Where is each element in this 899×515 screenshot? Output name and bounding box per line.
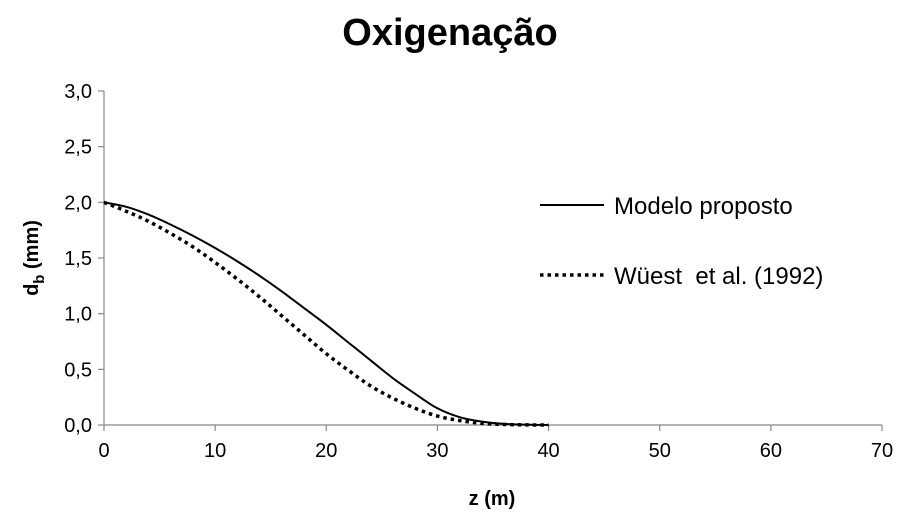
x-tick-label: 30 [426, 440, 448, 462]
series-line-modelo-proposto [103, 201, 549, 426]
y-axis-label: db (mm) [21, 220, 48, 296]
legend-entry-modelo-proposto: Modelo proposto [540, 193, 793, 220]
legend-label-wuest: Wüest et al. (1992) [614, 263, 823, 290]
chart-title: Oxigenação [342, 12, 557, 54]
legend-entry-wuest: Wüest et al. (1992) [540, 263, 823, 290]
y-axis-label-unit: (mm) [21, 220, 43, 274]
y-axis-label-main: d [21, 284, 43, 296]
x-tick-label: 40 [537, 440, 559, 462]
y-axis-label-subscript: b [31, 275, 48, 284]
x-axis-label: z (m) [469, 488, 516, 510]
x-tick-label: 60 [760, 440, 782, 462]
x-tick-label: 20 [315, 440, 337, 462]
x-tick-label: 10 [204, 440, 226, 462]
y-tick-label: 3,0 [64, 81, 92, 103]
x-tick-label: 50 [649, 440, 671, 462]
y-tick-label: 2,0 [64, 192, 92, 214]
x-tick-label: 70 [871, 440, 893, 462]
y-tick-label: 0,0 [64, 415, 92, 437]
axes: 0 10 20 30 40 50 60 70 0,0 0,5 1,0 1,5 2,0 2,5 3,0 [64, 81, 893, 462]
y-tick-label: 1,5 [64, 248, 92, 270]
legend: Modelo proposto Wüest et al. (1992) [540, 193, 823, 290]
y-tick-label: 2,5 [64, 137, 92, 159]
legend-label-modelo-proposto: Modelo proposto [614, 193, 793, 220]
y-tick-label: 1,0 [64, 304, 92, 326]
y-axis-ticks: 0,0 0,5 1,0 1,5 2,0 2,5 3,0 [64, 81, 104, 437]
x-tick-label: 0 [98, 440, 109, 462]
y-tick-label: 0,5 [64, 359, 92, 381]
series-group [103, 200, 549, 427]
x-axis-ticks: 0 10 20 30 40 50 60 70 [98, 425, 893, 462]
series-line-wuest [103, 200, 549, 427]
